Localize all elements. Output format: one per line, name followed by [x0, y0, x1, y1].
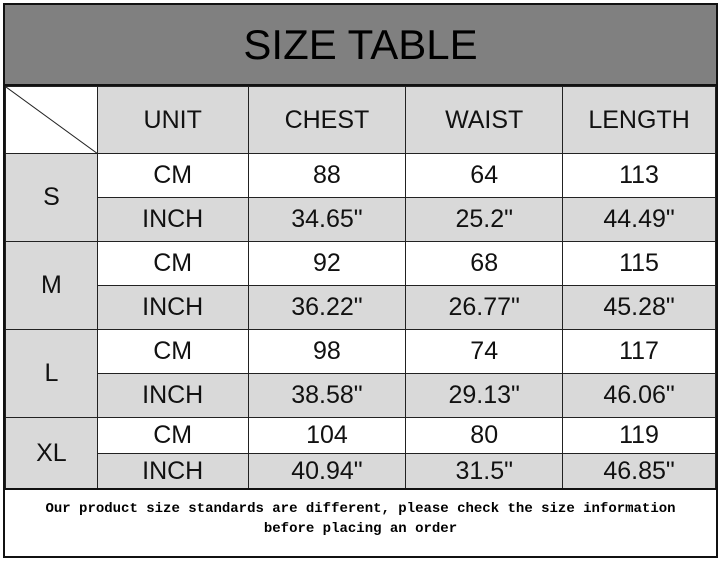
unit-cell: CM — [96, 241, 249, 286]
header-unit: UNIT — [96, 86, 249, 154]
length-cell: 44.49" — [562, 197, 716, 242]
chest-cell: 98 — [247, 329, 407, 374]
size-grid: UNIT CHEST WAIST LENGTH S CM 88 64 113 I… — [5, 86, 716, 490]
length-cell: 46.06" — [562, 373, 716, 418]
footer-line-1: Our product size standards are different… — [45, 501, 676, 517]
table-row: INCH 34.65" 25.2" 44.49" — [6, 197, 716, 242]
table-row: XL CM 104 80 119 — [5, 417, 716, 490]
table-row: INCH 40.94" 31.5" 46.85" — [6, 453, 716, 490]
table-title: SIZE TABLE — [5, 5, 716, 86]
chest-cell: 34.65" — [247, 197, 407, 242]
chest-cell: 40.94" — [247, 453, 407, 490]
diagonal-line-icon — [6, 87, 98, 154]
waist-cell: 80 — [405, 417, 564, 454]
header-chest: CHEST — [247, 86, 407, 154]
waist-cell: 25.2" — [405, 197, 564, 242]
chest-cell: 104 — [247, 417, 407, 454]
unit-cell: INCH — [96, 285, 249, 330]
unit-cell: INCH — [96, 373, 249, 418]
corner-cell — [5, 86, 98, 154]
waist-cell: 29.13" — [405, 373, 564, 418]
chest-cell: 36.22" — [247, 285, 407, 330]
footer-note: Our product size standards are different… — [5, 488, 716, 556]
length-cell: 46.85" — [562, 453, 716, 490]
chest-cell: 92 — [247, 241, 407, 286]
table-row: INCH 38.58" 29.13" 46.06" — [6, 373, 716, 418]
size-label: XL — [5, 417, 98, 490]
footer-line-2: before placing an order — [263, 521, 458, 537]
size-label: M — [5, 241, 98, 330]
waist-cell: 68 — [405, 241, 564, 286]
unit-cell: INCH — [96, 453, 249, 490]
unit-cell: CM — [96, 329, 249, 374]
header-row: UNIT CHEST WAIST LENGTH — [5, 86, 716, 154]
header-length: LENGTH — [562, 86, 716, 154]
waist-cell: 31.5" — [405, 453, 564, 490]
length-cell: 115 — [562, 241, 716, 286]
size-label: L — [5, 329, 98, 418]
unit-cell: CM — [96, 153, 249, 198]
chest-cell: 38.58" — [247, 373, 407, 418]
length-cell: 113 — [562, 153, 716, 198]
length-cell: 45.28" — [562, 285, 716, 330]
waist-cell: 26.77" — [405, 285, 564, 330]
table-row: INCH 36.22" 26.77" 45.28" — [6, 285, 716, 330]
length-cell: 119 — [562, 417, 716, 454]
size-label: S — [5, 153, 98, 242]
header-waist: WAIST — [405, 86, 564, 154]
chest-cell: 88 — [247, 153, 407, 198]
table-row: L CM 98 74 117 — [5, 329, 716, 418]
length-cell: 117 — [562, 329, 716, 374]
waist-cell: 74 — [405, 329, 564, 374]
unit-cell: CM — [96, 417, 249, 454]
unit-cell: INCH — [96, 197, 249, 242]
table-row: M CM 92 68 115 — [5, 241, 716, 330]
waist-cell: 64 — [405, 153, 564, 198]
table-row: S CM 88 64 113 — [5, 153, 716, 242]
size-table: SIZE TABLE UNIT CHEST WAIST LENGTH S CM … — [3, 3, 718, 558]
